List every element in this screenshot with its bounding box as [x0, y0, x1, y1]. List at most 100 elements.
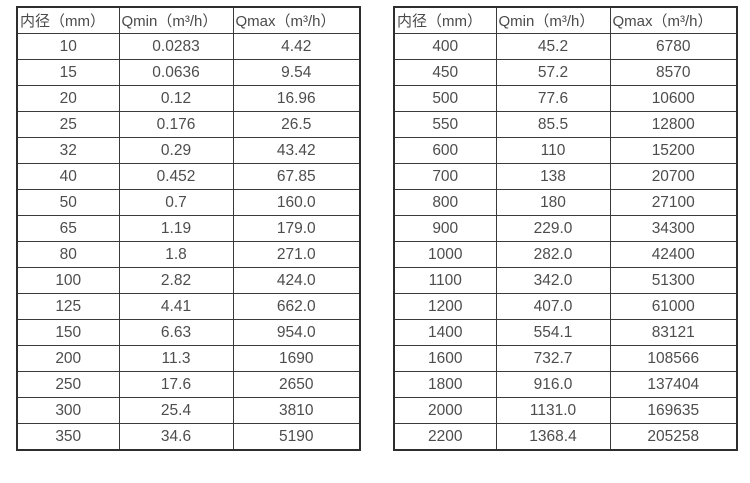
table-cell: 0.176	[118, 111, 234, 138]
table-cell: 0.12	[118, 85, 234, 112]
table-cell: 0.452	[118, 163, 234, 190]
table-cell: 32	[16, 137, 120, 164]
table-cell: 27100	[609, 189, 738, 216]
table-cell: 10	[16, 33, 120, 60]
table-cell: 20	[16, 85, 120, 112]
table-cell: 125	[16, 293, 120, 320]
table-cell: 6.63	[118, 319, 234, 346]
table-cell: 900	[393, 215, 497, 242]
table-cell: 2200	[393, 423, 497, 451]
table-row: 65 1.19 179.0	[16, 215, 361, 242]
table-cell: 550	[393, 111, 497, 138]
column-header: Qmin（m³/h）	[495, 6, 611, 34]
table-cell: 8570	[609, 59, 738, 86]
table-cell: 15200	[609, 137, 738, 164]
table-cell: 450	[393, 59, 497, 86]
table-cell: 40	[16, 163, 120, 190]
table-cell: 0.0636	[118, 59, 234, 86]
table-row: 1100 342.0 51300	[393, 267, 738, 294]
table-row: 100 2.82 424.0	[16, 267, 361, 294]
table-cell: 108566	[609, 345, 738, 372]
table-cell: 600	[393, 137, 497, 164]
tables-container: 内径（mm） Qmin（m³/h） Qmax（m³/h） 10 0.0283 4.42 1…	[16, 6, 738, 451]
header-row: 内径（mm） Qmin（m³/h） Qmax（m³/h）	[393, 6, 738, 34]
table-cell: 85.5	[495, 111, 611, 138]
column-header: Qmax（m³/h）	[609, 6, 738, 34]
table-cell: 400	[393, 33, 497, 60]
table-cell: 1800	[393, 371, 497, 398]
table-cell: 180	[495, 189, 611, 216]
table-cell: 17.6	[118, 371, 234, 398]
table-row: 800 180 27100	[393, 189, 738, 216]
table-cell: 2650	[232, 371, 361, 398]
table-cell: 1131.0	[495, 397, 611, 424]
table-cell: 137404	[609, 371, 738, 398]
table-cell: 51300	[609, 267, 738, 294]
table-cell: 1.19	[118, 215, 234, 242]
table-cell: 100	[16, 267, 120, 294]
table-cell: 407.0	[495, 293, 611, 320]
table-cell: 1600	[393, 345, 497, 372]
table-cell: 42400	[609, 241, 738, 268]
table-cell: 61000	[609, 293, 738, 320]
table-cell: 10600	[609, 85, 738, 112]
flow-rate-table-small-diameters: 内径（mm） Qmin（m³/h） Qmax（m³/h） 10 0.0283 4.42 1…	[16, 6, 361, 451]
table-row: 350 34.6 5190	[16, 423, 361, 451]
table-cell: 350	[16, 423, 120, 451]
table-row: 150 6.63 954.0	[16, 319, 361, 346]
table-cell: 700	[393, 163, 497, 190]
table-row: 300 25.4 3810	[16, 397, 361, 424]
table-cell: 11.3	[118, 345, 234, 372]
table-row: 2200 1368.4 205258	[393, 423, 738, 451]
table-row: 1200 407.0 61000	[393, 293, 738, 320]
table-cell: 26.5	[232, 111, 361, 138]
table-cell: 65	[16, 215, 120, 242]
table-cell: 2.82	[118, 267, 234, 294]
table-cell: 83121	[609, 319, 738, 346]
table-cell: 1000	[393, 241, 497, 268]
table-cell: 15	[16, 59, 120, 86]
table-cell: 77.6	[495, 85, 611, 112]
table-row: 450 57.2 8570	[393, 59, 738, 86]
table-row: 250 17.6 2650	[16, 371, 361, 398]
table-row: 500 77.6 10600	[393, 85, 738, 112]
table-cell: 4.42	[232, 33, 361, 60]
table-row: 40 0.452 67.85	[16, 163, 361, 190]
table-cell: 300	[16, 397, 120, 424]
column-header: 内径（mm）	[393, 6, 497, 34]
table-cell: 662.0	[232, 293, 361, 320]
table-cell: 200	[16, 345, 120, 372]
table-row: 2000 1131.0 169635	[393, 397, 738, 424]
table-cell: 6780	[609, 33, 738, 60]
column-header: 内径（mm）	[16, 6, 120, 34]
table-row: 600 110 15200	[393, 137, 738, 164]
table-row: 550 85.5 12800	[393, 111, 738, 138]
flow-rate-table-large-diameters: 内径（mm） Qmin（m³/h） Qmax（m³/h） 400 45.2 6780 45…	[393, 6, 738, 451]
table-cell: 732.7	[495, 345, 611, 372]
table-cell: 138	[495, 163, 611, 190]
table-cell: 229.0	[495, 215, 611, 242]
table-row: 25 0.176 26.5	[16, 111, 361, 138]
table-cell: 2000	[393, 397, 497, 424]
table-cell: 424.0	[232, 267, 361, 294]
table-cell: 1400	[393, 319, 497, 346]
table-row: 1800 916.0 137404	[393, 371, 738, 398]
table-row: 1400 554.1 83121	[393, 319, 738, 346]
table-cell: 1368.4	[495, 423, 611, 451]
table-cell: 1.8	[118, 241, 234, 268]
table-cell: 169635	[609, 397, 738, 424]
table-cell: 80	[16, 241, 120, 268]
table-cell: 916.0	[495, 371, 611, 398]
table-cell: 34300	[609, 215, 738, 242]
table-cell: 1100	[393, 267, 497, 294]
table-row: 125 4.41 662.0	[16, 293, 361, 320]
table-cell: 25.4	[118, 397, 234, 424]
table-row: 1000 282.0 42400	[393, 241, 738, 268]
table-cell: 271.0	[232, 241, 361, 268]
table-row: 32 0.29 43.42	[16, 137, 361, 164]
table-cell: 554.1	[495, 319, 611, 346]
table-cell: 12800	[609, 111, 738, 138]
table-cell: 4.41	[118, 293, 234, 320]
table-cell: 50	[16, 189, 120, 216]
